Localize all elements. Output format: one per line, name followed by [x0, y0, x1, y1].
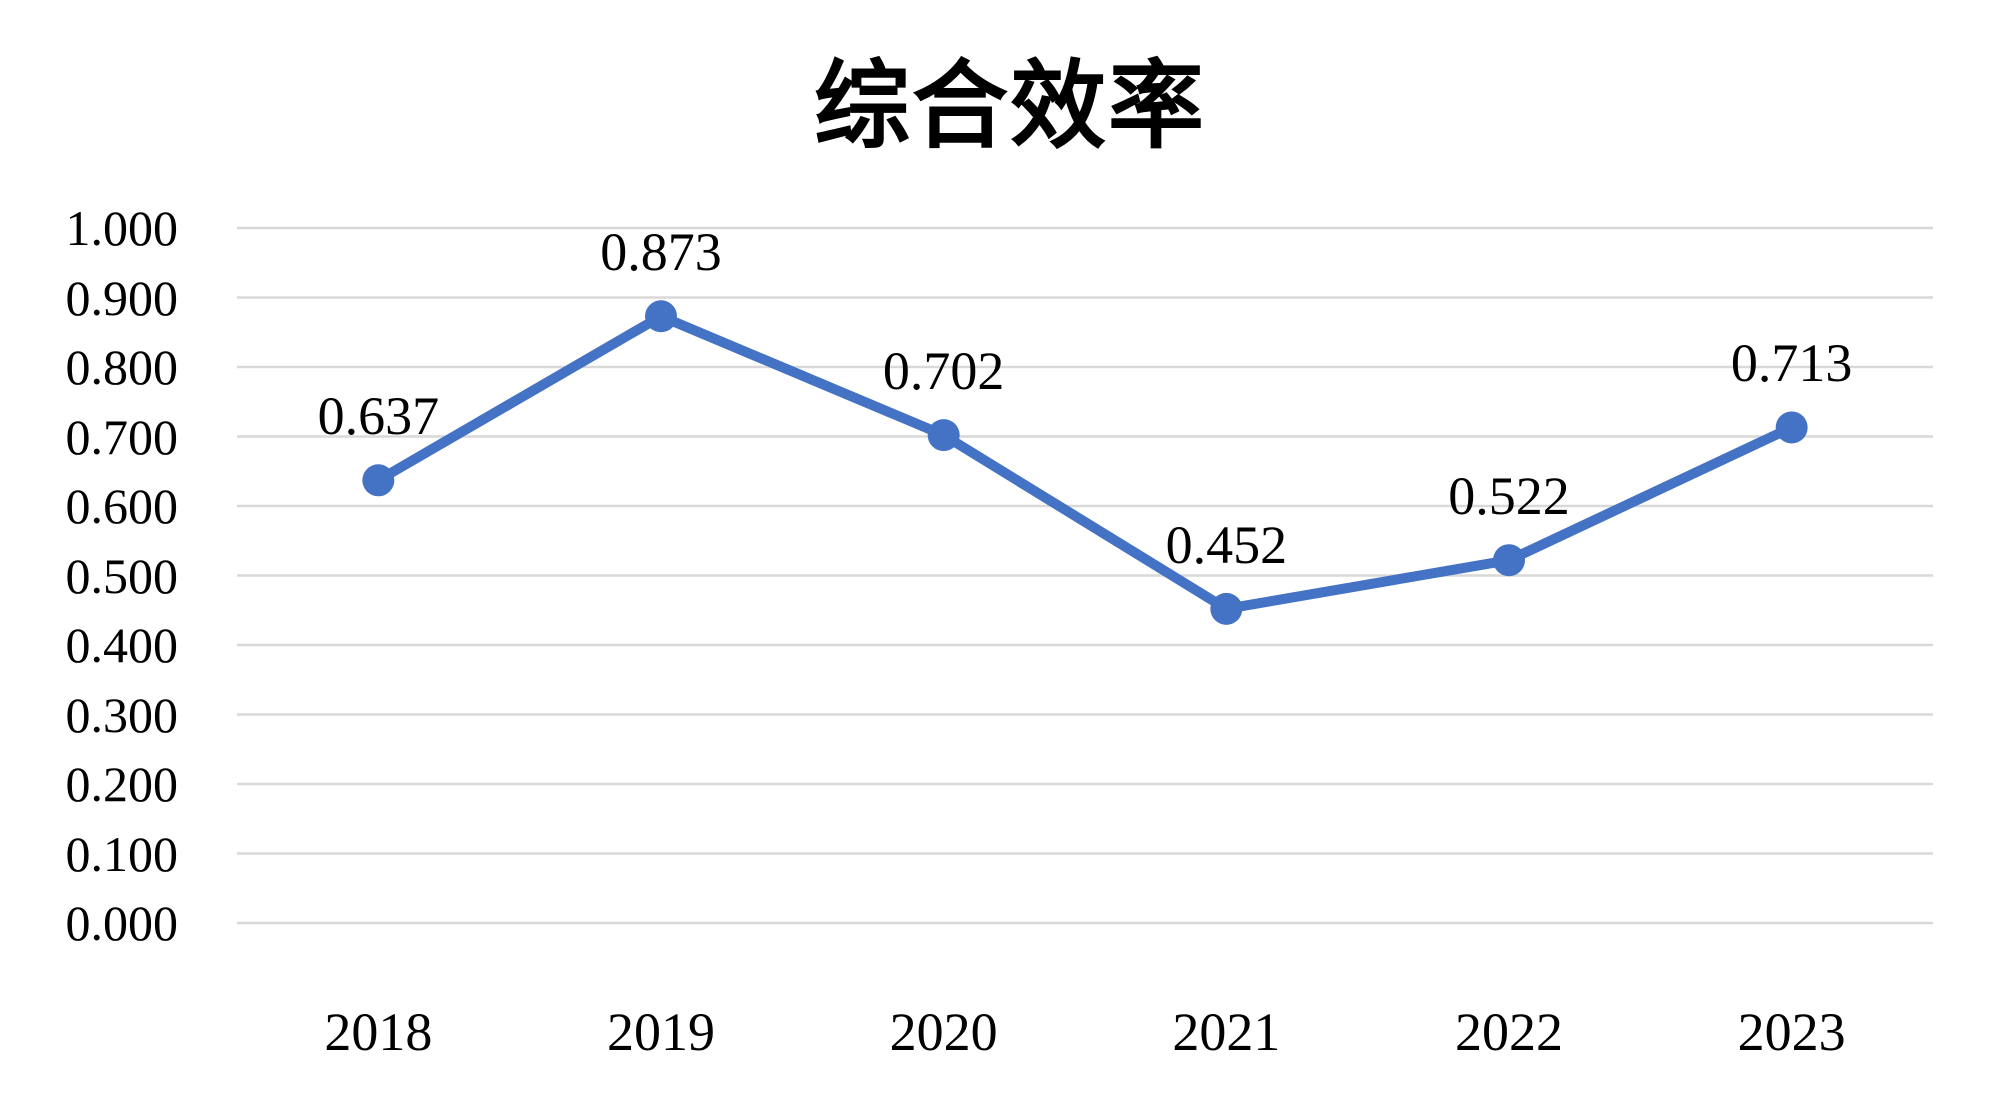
data-point-marker: [1775, 411, 1808, 444]
y-axis-tick-label: 0.800: [65, 339, 179, 395]
y-axis-tick-label: 0.600: [65, 478, 179, 534]
x-axis-tick-label: 2018: [324, 1002, 433, 1062]
x-axis-tick-label: 2019: [607, 1002, 715, 1062]
x-axis-tick-label: 2022: [1455, 1002, 1563, 1062]
data-point-label: 0.873: [600, 222, 722, 283]
y-axis-tick-label: 0.900: [65, 269, 179, 326]
x-axis-tick-label: 2021: [1172, 1002, 1281, 1062]
data-point-marker: [1493, 544, 1525, 577]
series-line: [373, 311, 1797, 614]
y-axis-tick-label: 0.700: [65, 408, 179, 465]
x-axis-tick-label: 2023: [1737, 1002, 1846, 1062]
data-point-label: 0.713: [1730, 333, 1853, 394]
data-point-label: 0.702: [882, 341, 1005, 402]
y-axis-tick-label: 0.300: [65, 686, 179, 743]
y-axis-tick-label: 0.100: [65, 825, 179, 882]
y-axis-tick-label: 1.000: [65, 200, 179, 256]
data-point-marker: [645, 300, 677, 333]
data-point-marker: [927, 419, 960, 452]
data-point-marker: [1210, 592, 1243, 625]
y-axis-tick-label: 0.200: [65, 756, 179, 812]
y-axis-tick-label: 0.500: [65, 547, 179, 604]
data-point-label: 0.637: [317, 386, 440, 447]
data-point-label: 0.522: [1448, 466, 1570, 527]
y-axis-tick-label: 0.400: [65, 617, 179, 673]
data-point-label: 0.452: [1165, 514, 1288, 575]
y-axis-tick-label: 0.000: [65, 895, 179, 951]
x-axis-tick-label: 2020: [889, 1002, 998, 1062]
data-point-marker: [362, 464, 395, 497]
chart-title: 综合效率: [814, 53, 1206, 160]
